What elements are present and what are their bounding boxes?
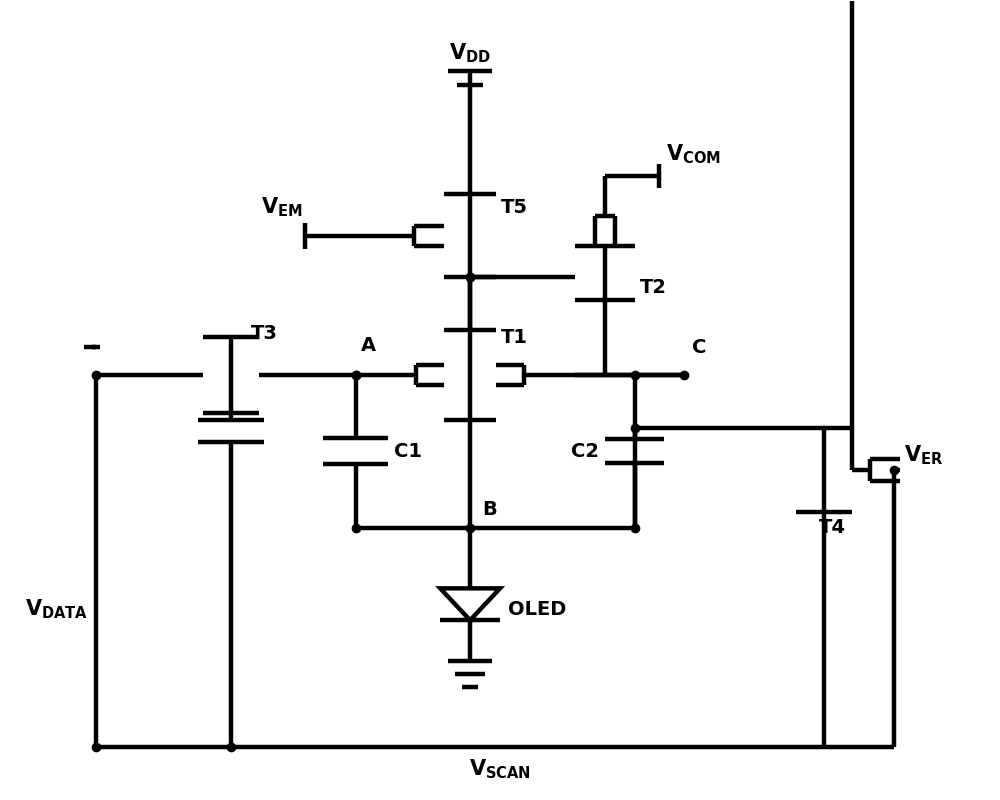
Text: T1: T1 bbox=[501, 328, 528, 346]
Text: T2: T2 bbox=[640, 278, 667, 298]
Text: $\mathbf{V_{DATA}}$: $\mathbf{V_{DATA}}$ bbox=[25, 598, 88, 621]
Text: $\mathbf{V_{SCAN}}$: $\mathbf{V_{SCAN}}$ bbox=[469, 757, 531, 781]
Text: T4: T4 bbox=[819, 518, 846, 537]
Text: $\mathbf{V_{EM}}$: $\mathbf{V_{EM}}$ bbox=[261, 196, 303, 219]
Text: T3: T3 bbox=[251, 324, 278, 342]
Text: A: A bbox=[360, 336, 376, 354]
Text: C2: C2 bbox=[571, 442, 599, 461]
Text: $\mathbf{V_{ER}}$: $\mathbf{V_{ER}}$ bbox=[904, 443, 943, 466]
Text: $\mathbf{V_{COM}}$: $\mathbf{V_{COM}}$ bbox=[666, 142, 721, 166]
Text: B: B bbox=[482, 500, 497, 519]
Text: T5: T5 bbox=[501, 198, 528, 217]
Text: C1: C1 bbox=[394, 442, 422, 461]
Text: OLED: OLED bbox=[508, 600, 566, 618]
Text: $\mathbf{V_{DD}}$: $\mathbf{V_{DD}}$ bbox=[449, 42, 491, 65]
Text: C: C bbox=[692, 338, 707, 357]
